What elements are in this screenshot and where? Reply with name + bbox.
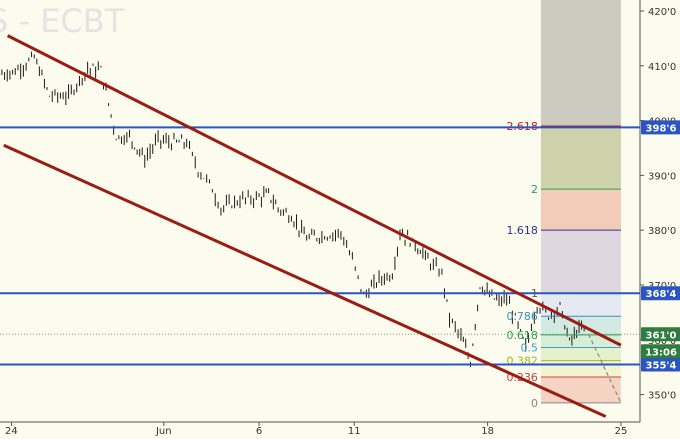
- level-badge-0-bg: [641, 120, 680, 135]
- projection-line: [588, 334, 622, 404]
- channel-line-0[interactable]: [6, 34, 622, 347]
- fib-label-2: 0.382: [506, 355, 538, 368]
- projection: [588, 334, 622, 404]
- price-tick-label-7: 420'0: [648, 7, 676, 18]
- fib-band-0: [540, 377, 621, 403]
- channel-lines[interactable]: [3, 34, 622, 418]
- fib-bands: [540, 0, 621, 403]
- level-badge-1-bg: [641, 286, 680, 301]
- price-tick-label-3: 380'0: [648, 226, 676, 237]
- fib-label-5: 0.786: [506, 310, 538, 323]
- fib-band-3: [540, 334, 621, 348]
- level-badge-2-label: 355'4: [646, 360, 677, 371]
- fib-band-7: [540, 189, 621, 231]
- time-tick-label-3: 11: [348, 426, 361, 437]
- fib-band-1: [540, 360, 621, 378]
- fib-label-0: 0: [531, 397, 538, 410]
- price-tick-label-4: 390'0: [648, 171, 676, 182]
- fib-label-7: 1.618: [506, 224, 538, 237]
- time-tick-label-0: 24: [5, 426, 18, 437]
- level-badge-2-bg: [641, 357, 680, 372]
- fib-band-5: [540, 293, 621, 317]
- horizontal-levels[interactable]: [0, 126, 640, 366]
- time-tick-label-1: Jun: [155, 426, 172, 437]
- current-price-badge-bg: [641, 327, 680, 342]
- fib-label-3: 0.5: [520, 341, 538, 354]
- level-badge-0-label: 398'6: [646, 123, 677, 134]
- price-tick-label-0: 350'0: [648, 391, 676, 402]
- countdown-badge-label: 13:06: [645, 347, 677, 358]
- fib-band-6: [540, 230, 621, 294]
- watermark-ticker: S - ECBT: [0, 2, 125, 40]
- level-badge-1-label: 368'4: [646, 289, 677, 300]
- fib-label-4: 0.618: [506, 329, 538, 342]
- fib-label-8: 2: [531, 183, 538, 196]
- fib-band-2: [540, 347, 621, 361]
- badges: 398'6 368'4 355'4 361'0 13:06: [641, 120, 680, 371]
- current-price-badge-label: 361'0: [646, 330, 677, 341]
- fib-band-9: [540, 0, 621, 127]
- countdown-badge-bg: [641, 344, 680, 359]
- time-axis[interactable]: 24 Jun 6 11 18 25: [0, 421, 640, 437]
- time-tick-label-5: 25: [615, 426, 628, 437]
- price-tick-label-6: 410'0: [648, 62, 676, 73]
- time-tick-label-2: 6: [256, 426, 262, 437]
- time-tick-label-4: 18: [481, 426, 494, 437]
- channel-line-1[interactable]: [3, 143, 607, 418]
- fib-band-8: [540, 126, 621, 190]
- candles: [1, 51, 585, 367]
